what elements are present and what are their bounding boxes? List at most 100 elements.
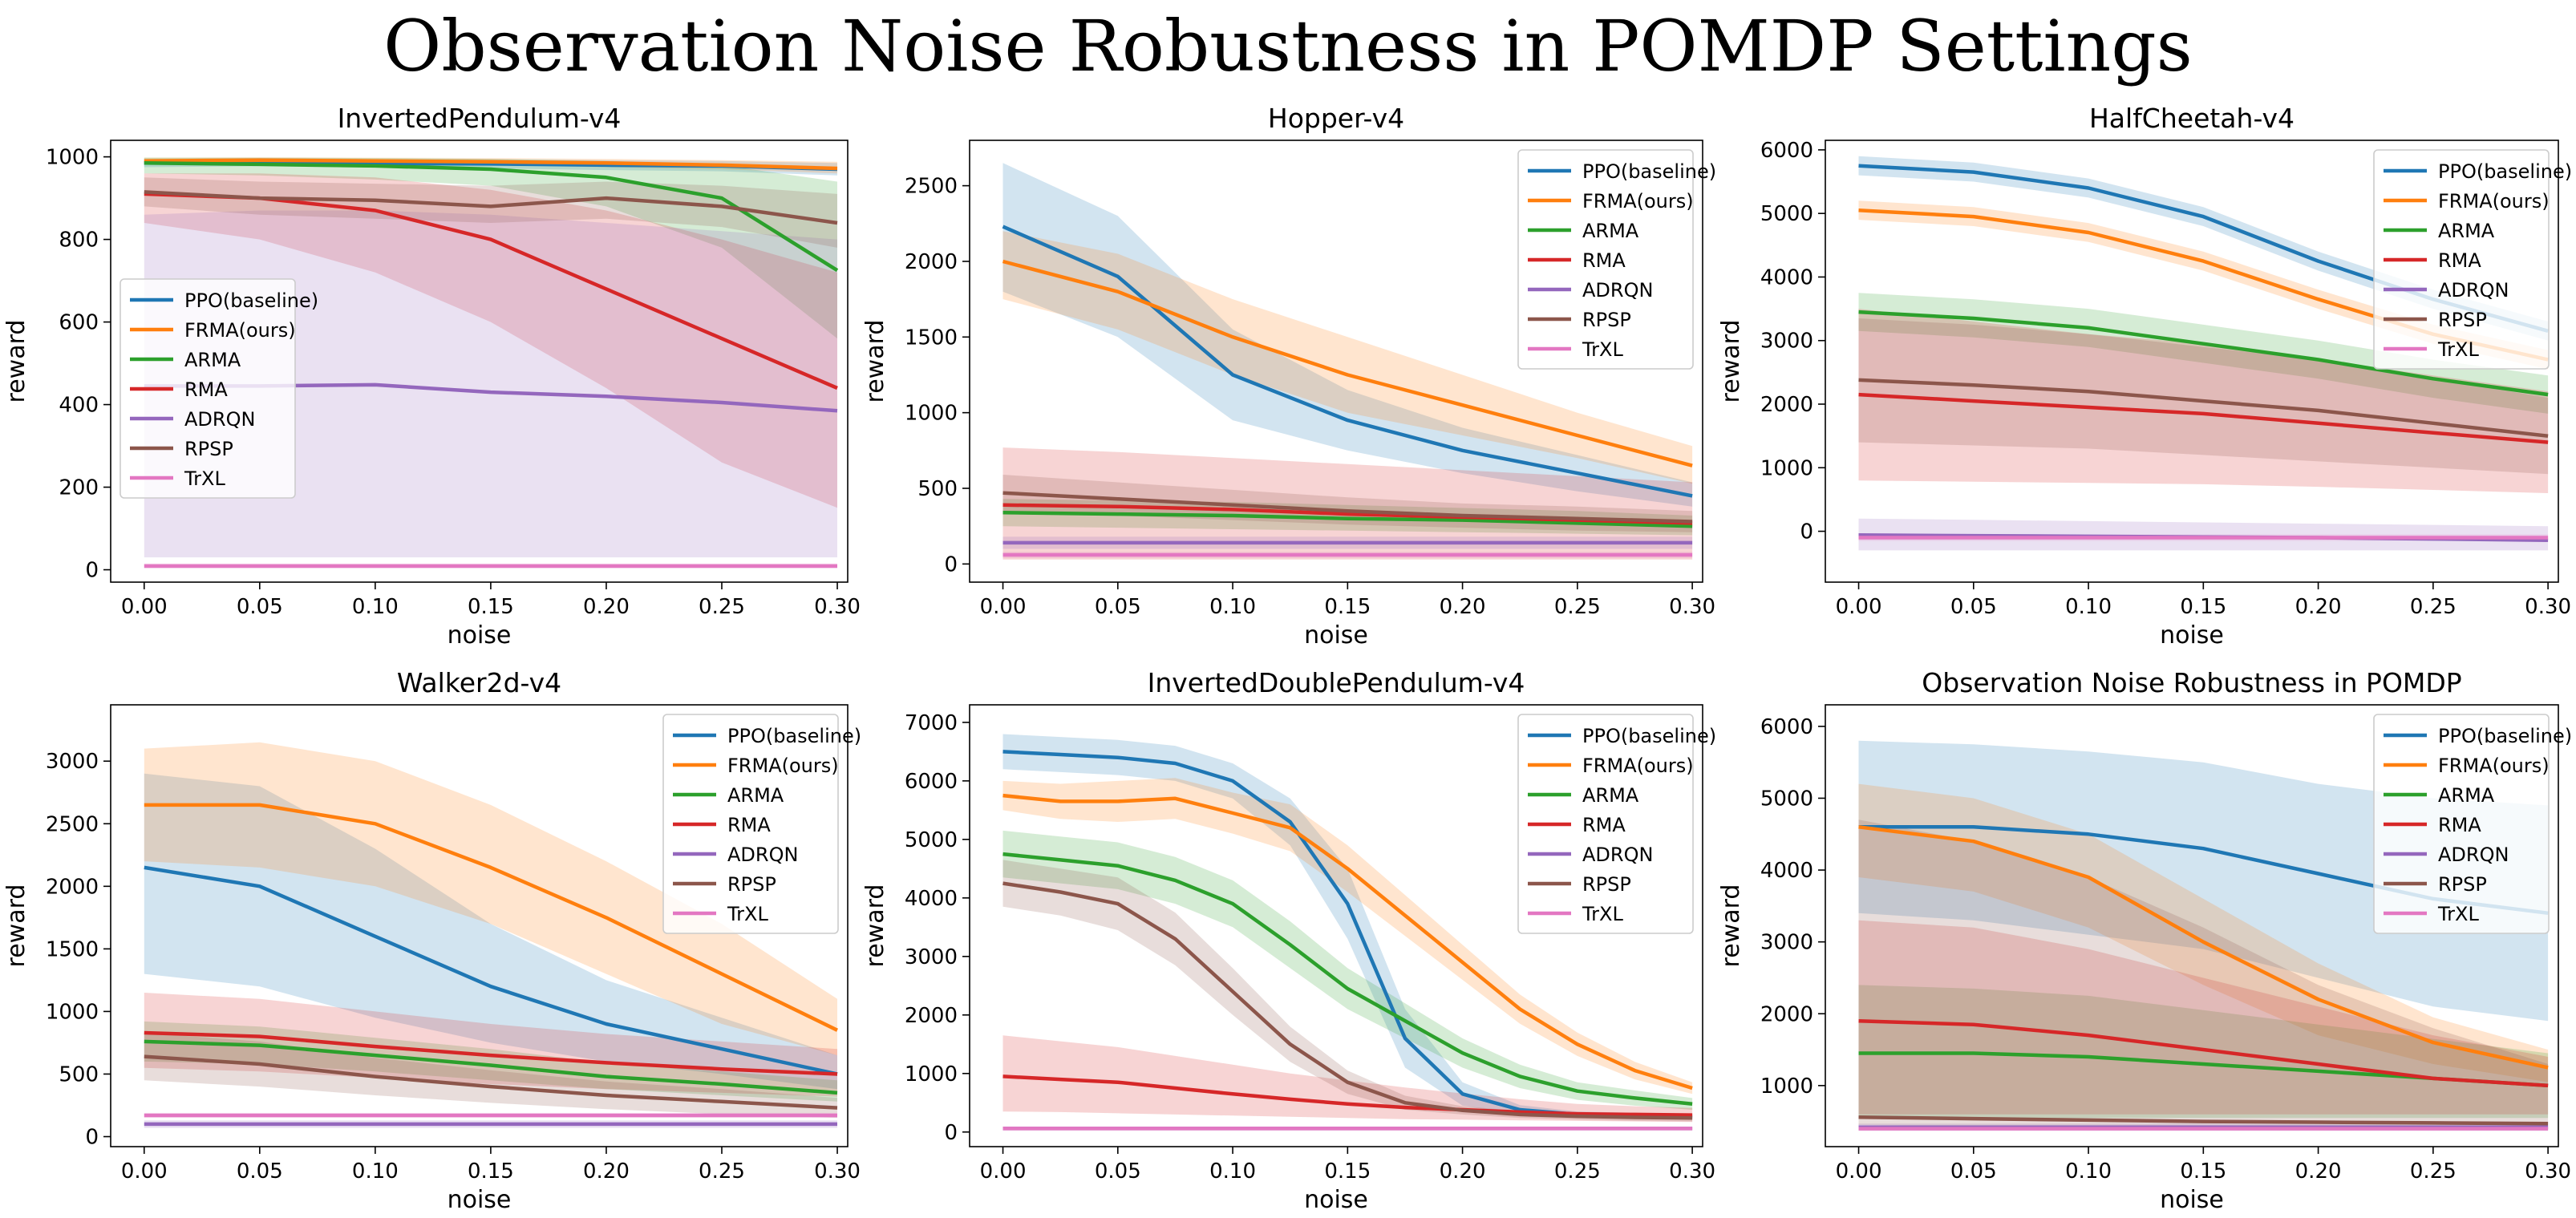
plot-area — [144, 742, 838, 1128]
x-tick-label: 0.20 — [1440, 1159, 1486, 1184]
y-tick-label: 2000 — [46, 875, 99, 899]
y-tick-label: 3000 — [1760, 330, 1813, 354]
band-ppo-baseline — [1858, 156, 2549, 341]
y-tick-label: 800 — [59, 229, 99, 253]
x-axis-label: noise — [448, 621, 512, 649]
y-axis-label: reward — [861, 320, 889, 403]
subplot-walker2d-v4: Walker2d-v4 0.00 0.05 0.10 0.15 0.20 0.25 0.30 0… — [2, 667, 861, 1214]
band-arma — [1002, 830, 1693, 1110]
y-tick-label: 3000 — [905, 945, 958, 969]
legend-label: TrXL — [727, 903, 768, 925]
legend-label: PPO(baseline) — [184, 289, 318, 312]
plot-area — [144, 157, 839, 569]
line-arma — [144, 161, 839, 273]
x-tick-label: 0.05 — [1950, 595, 1997, 619]
legend-label: ADRQN — [184, 408, 255, 431]
legend-box — [119, 278, 296, 499]
subplot-hopper-v4: Hopper-v4 0.00 0.05 0.10 0.15 0.20 0.25 0.30 0 50… — [861, 103, 1716, 649]
x-tick-label: 0.15 — [2180, 1159, 2226, 1184]
legend-label: PPO(baseline) — [1582, 160, 1716, 183]
subplot-title: Walker2d-v4 — [397, 667, 561, 698]
y-tick-label: 500 — [917, 477, 958, 501]
x-tick-label: 0.25 — [699, 1159, 745, 1184]
subplot-title: Hopper-v4 — [1268, 103, 1404, 134]
x-axis-label: noise — [448, 1186, 512, 1214]
line-frma-ours — [1002, 259, 1693, 467]
band-ppo-baseline — [144, 773, 838, 1090]
legend-label: ARMA — [727, 784, 784, 807]
y-tick-label: 1000 — [905, 1062, 958, 1086]
band-rma — [1002, 447, 1693, 560]
axes-frame — [969, 704, 1703, 1147]
x-axis-label: noise — [2160, 1186, 2224, 1214]
line-ppo-baseline — [1002, 225, 1693, 498]
y-tick-label: 1500 — [46, 937, 99, 961]
x-tick-label: 0.15 — [2180, 595, 2226, 619]
axes-frame — [110, 140, 849, 583]
y-tick-label: 6000 — [1760, 139, 1813, 163]
legend-label: TrXL — [1582, 338, 1623, 361]
subplot-observation-noise-robustness-in-pomdp: Observation Noise Robustness in POMDP 0.0… — [1717, 667, 2572, 1214]
legend-label: TrXL — [184, 467, 225, 490]
legend-label: RMA — [2438, 814, 2481, 836]
y-tick-label: 4000 — [1760, 859, 1813, 883]
x-tick-label: 0.10 — [1209, 1159, 1256, 1184]
legend: PPO(baseline) FRMA(ours) ARMA RMA ADRQN RPSP T… — [1517, 714, 1716, 934]
legend-box — [1517, 714, 1694, 934]
x-tick-label: 0.20 — [583, 1159, 630, 1184]
legend-label: FRMA(ours) — [1582, 755, 1694, 777]
line-rma — [144, 1030, 838, 1076]
legend-label: FRMA(ours) — [1582, 190, 1694, 212]
band-rpsp — [144, 177, 838, 248]
legend-box — [2373, 714, 2550, 934]
band-rpsp — [1002, 860, 1693, 1122]
x-tick-label: 0.05 — [237, 595, 283, 619]
legend-box — [1517, 149, 1694, 370]
line-rpsp — [144, 190, 838, 225]
legend-label: ADRQN — [727, 844, 798, 866]
legend-label: RMA — [727, 814, 771, 836]
plot-area — [1002, 734, 1693, 1131]
y-tick-label: 3000 — [46, 750, 99, 774]
line-arma — [1002, 510, 1693, 528]
axes-frame — [969, 140, 1703, 583]
x-tick-label: 0.05 — [1095, 595, 1141, 619]
legend-label: FRMA(ours) — [2438, 755, 2550, 777]
axes-frame — [110, 704, 849, 1147]
legend-box — [2373, 149, 2550, 370]
y-tick-label: 2000 — [905, 250, 958, 274]
y-tick-label: 5000 — [1760, 202, 1813, 226]
y-axis-label: reward — [2, 884, 30, 968]
x-tick-label: 0.30 — [1669, 595, 1715, 619]
x-tick-label: 0.25 — [2410, 595, 2457, 619]
y-tick-label: 4000 — [905, 887, 958, 911]
y-tick-label: 5000 — [1760, 787, 1813, 811]
y-axis-label: reward — [1717, 884, 1745, 968]
legend-label: ARMA — [2438, 784, 2495, 807]
legend-label: RPSP — [1582, 309, 1631, 331]
y-axis-label: reward — [861, 884, 889, 968]
legend: PPO(baseline) FRMA(ours) ARMA RMA ADRQN RPSP T… — [1517, 149, 1716, 370]
x-tick-label: 0.00 — [1836, 595, 1882, 619]
y-tick-label: 6000 — [905, 770, 958, 794]
legend-label: RMA — [2438, 249, 2481, 272]
legend-label: TrXL — [2437, 903, 2479, 925]
legend-label: ADRQN — [1582, 844, 1653, 866]
x-tick-label: 0.10 — [2065, 1159, 2112, 1184]
legend-label: RMA — [1582, 814, 1626, 836]
x-tick-label: 0.00 — [980, 595, 1027, 619]
subplot-halfcheetah-v4: HalfCheetah-v4 0.00 0.05 0.10 0.15 0.20 0.25 0.… — [1717, 103, 2572, 649]
subplot-title: HalfCheetah-v4 — [2089, 103, 2295, 134]
line-arma — [144, 1039, 838, 1095]
y-tick-label: 0 — [944, 552, 958, 577]
legend-label: PPO(baseline) — [2438, 160, 2572, 183]
band-rpsp — [1858, 819, 2549, 1130]
legend-label: RPSP — [2438, 309, 2487, 331]
x-tick-label: 0.10 — [352, 595, 399, 619]
y-tick-label: 4000 — [1760, 265, 1813, 289]
figure-title: Observation Noise Robustness in POMDP Se… — [383, 5, 2193, 87]
legend-label: ARMA — [2438, 220, 2495, 242]
legend-label: FRMA(ours) — [727, 755, 839, 777]
